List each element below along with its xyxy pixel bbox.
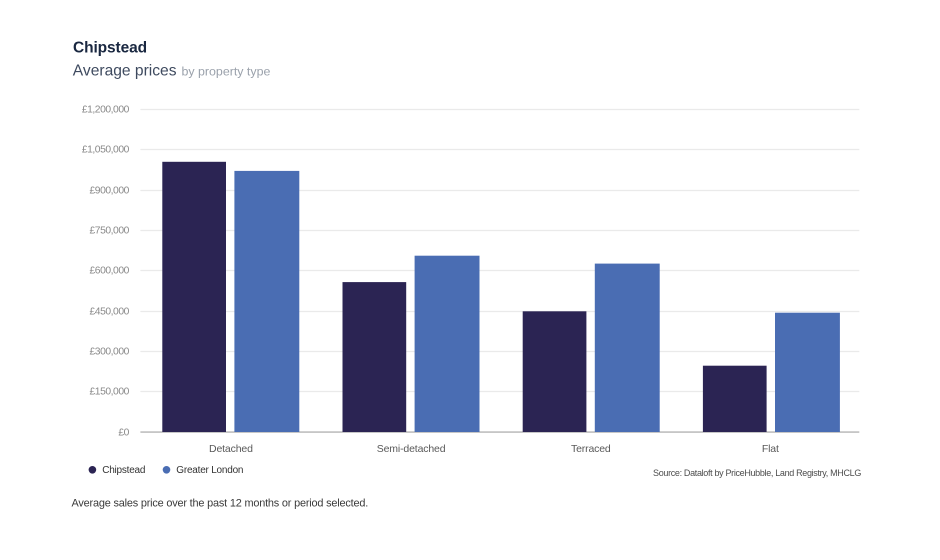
svg-text:Terraced: Terraced [571, 443, 611, 455]
svg-text:£450,000: £450,000 [90, 307, 130, 318]
svg-text:£300,000: £300,000 [90, 347, 130, 358]
svg-text:Semi-detached: Semi-detached [377, 443, 446, 455]
svg-text:Average sales price over the p: Average sales price over the past 12 mon… [72, 497, 369, 509]
svg-text:£600,000: £600,000 [90, 266, 130, 277]
svg-text:Greater London: Greater London [176, 465, 243, 476]
svg-text:Chipstead: Chipstead [102, 465, 145, 476]
svg-text:by property type: by property type [182, 65, 271, 79]
svg-text:£900,000: £900,000 [90, 186, 130, 197]
svg-text:Source: Dataloft by PriceHubbl: Source: Dataloft by PriceHubble, Land Re… [653, 468, 861, 478]
svg-text:£750,000: £750,000 [90, 226, 130, 237]
svg-text:Detached: Detached [209, 443, 253, 455]
svg-text:Flat: Flat [762, 443, 779, 455]
svg-text:£1,200,000: £1,200,000 [82, 105, 130, 116]
svg-text:£150,000: £150,000 [90, 387, 130, 398]
svg-text:£0: £0 [118, 428, 129, 439]
svg-text:Chipstead: Chipstead [73, 40, 147, 57]
svg-text:£1,050,000: £1,050,000 [82, 145, 130, 156]
svg-text:Average prices: Average prices [73, 63, 177, 80]
